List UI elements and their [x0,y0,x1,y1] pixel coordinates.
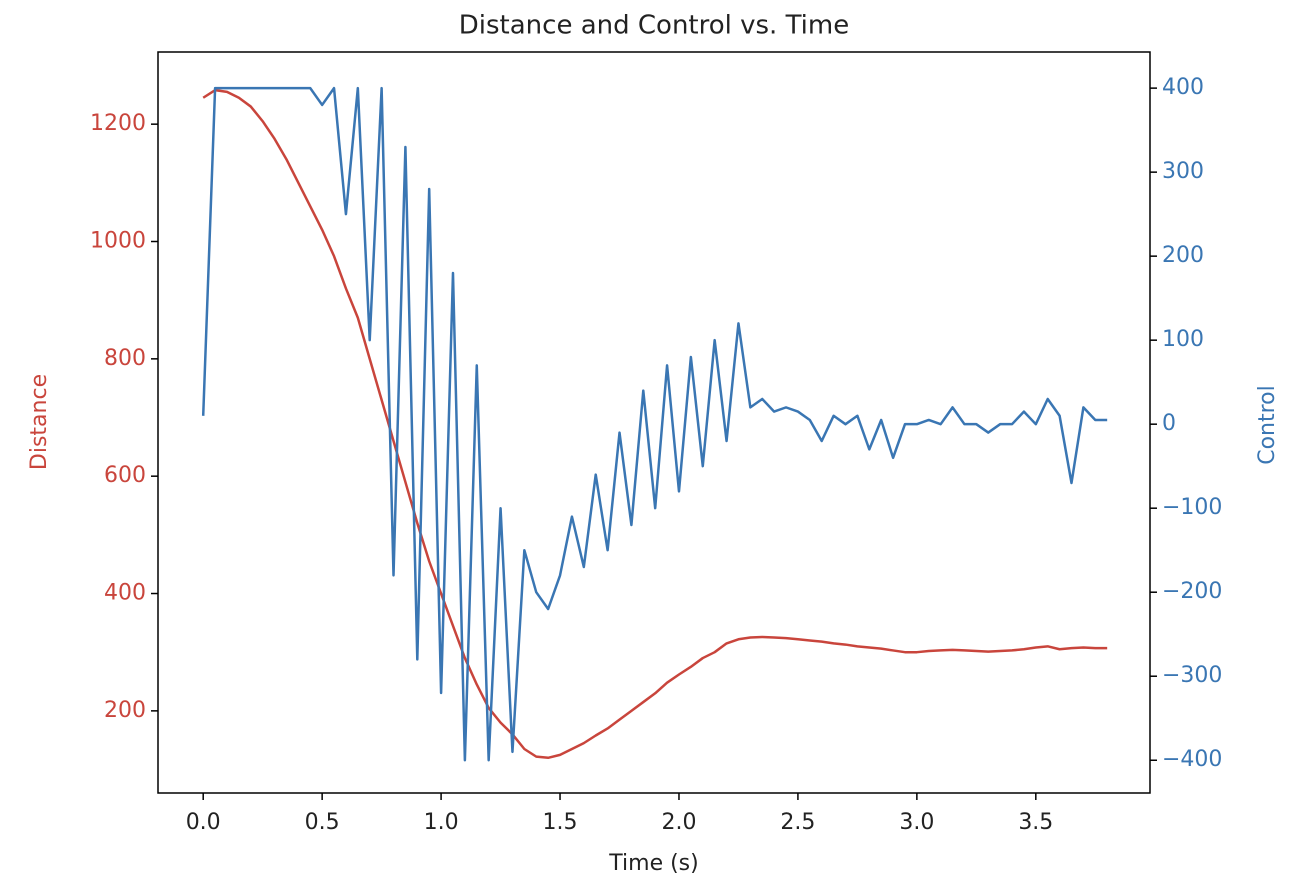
y-tick-label: 800 [104,346,146,371]
x-axis-label: Time (s) [608,851,698,876]
x-tick-label: 0.5 [305,810,340,835]
x-tick-label: 3.0 [899,810,934,835]
y2-tick-label: 0 [1162,411,1176,436]
chart-title: Distance and Control vs. Time [459,11,849,41]
y-tick-label: 400 [104,581,146,606]
x-tick-label: 3.5 [1018,810,1053,835]
plot-frame [157,51,1151,794]
y-tick-label: 1200 [90,111,146,136]
y-tick-label: 1000 [90,229,146,254]
y2-tick-label: −400 [1162,747,1222,772]
x-tick-label: 0.0 [186,810,221,835]
y2-axis-label: Control [1255,385,1280,465]
y2-tick-label: 100 [1162,327,1204,352]
y-tick-label: 600 [104,463,146,488]
y2-tick-label: 400 [1162,75,1204,100]
y-axis-label: Distance [27,374,52,470]
y2-tick-label: −100 [1162,495,1222,520]
x-tick-label: 1.5 [543,810,578,835]
y2-tick-label: −200 [1162,579,1222,604]
x-tick-label: 2.5 [780,810,815,835]
x-tick-label: 1.0 [424,810,459,835]
y-tick-label: 200 [104,698,146,723]
data-line [201,86,1108,762]
y2-tick-label: −300 [1162,663,1222,688]
y2-tick-label: 300 [1162,159,1204,184]
x-tick-label: 2.0 [661,810,696,835]
data-line [202,88,1108,760]
y2-tick-label: 200 [1162,243,1204,268]
